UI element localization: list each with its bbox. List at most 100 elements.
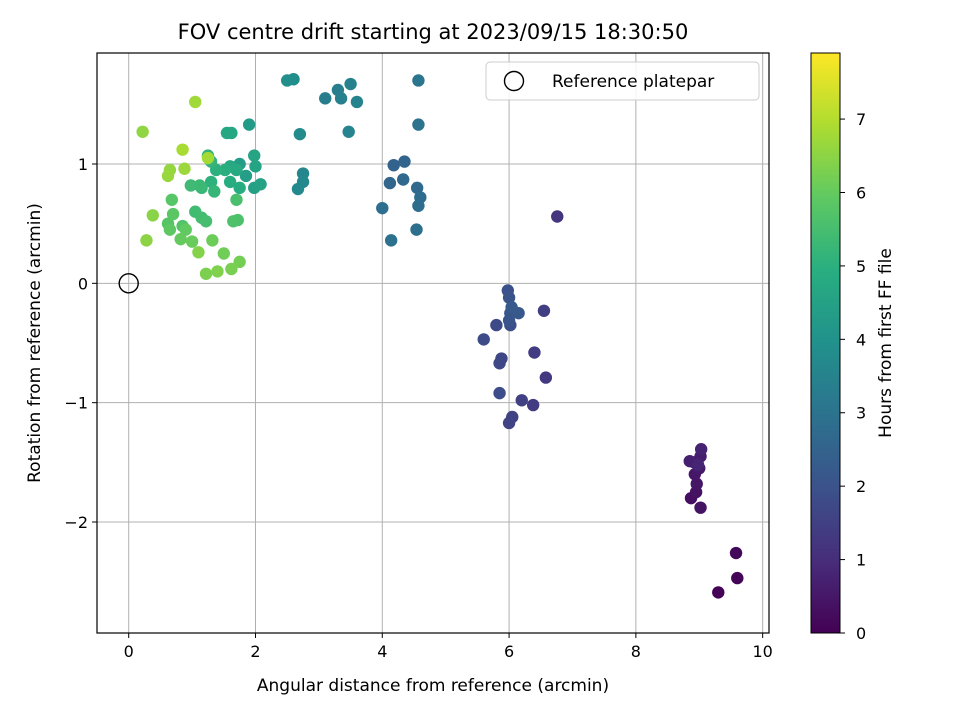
data-point xyxy=(376,201,389,215)
data-point xyxy=(690,477,703,491)
data-point xyxy=(248,149,261,162)
data-point xyxy=(537,304,551,317)
data-point xyxy=(291,182,305,196)
data-point xyxy=(344,77,357,91)
data-point xyxy=(206,234,219,247)
data-point xyxy=(208,185,221,198)
data-point xyxy=(731,571,744,585)
data-points xyxy=(118,73,744,599)
data-point xyxy=(201,151,215,165)
data-point xyxy=(493,357,506,370)
x-axis-label: Angular distance from reference (arcmin) xyxy=(257,676,609,696)
data-point xyxy=(397,173,410,186)
colorbar-tick-label: 6 xyxy=(856,183,866,202)
data-point xyxy=(729,546,743,560)
colorbar-tick-label: 2 xyxy=(856,477,866,496)
data-point xyxy=(204,175,218,189)
x-tick-label: 6 xyxy=(504,642,514,661)
data-point xyxy=(342,125,355,138)
colorbar-tick-label: 3 xyxy=(856,404,866,423)
legend-marker xyxy=(503,70,525,92)
data-point xyxy=(410,223,423,236)
data-point xyxy=(551,210,564,223)
data-point xyxy=(189,95,202,109)
data-point xyxy=(239,169,253,183)
data-point xyxy=(211,265,224,278)
data-point xyxy=(146,209,159,222)
x-tick-label: 4 xyxy=(377,642,387,661)
y-tick-label: 0 xyxy=(78,274,88,293)
data-point xyxy=(387,158,400,172)
data-point xyxy=(477,333,490,346)
data-point xyxy=(220,126,234,140)
data-point xyxy=(712,586,725,599)
colorbar-ticks: 0 1 2 3 4 5 6 7 xyxy=(840,110,866,643)
data-point xyxy=(193,179,206,192)
data-point xyxy=(166,207,180,221)
data-point xyxy=(136,125,149,138)
y-tick-label: 1 xyxy=(78,155,88,174)
data-point xyxy=(412,199,425,212)
data-point xyxy=(350,95,364,109)
data-point xyxy=(539,371,553,384)
data-point xyxy=(179,223,192,236)
data-point xyxy=(163,223,177,236)
data-point xyxy=(694,501,707,514)
data-point xyxy=(140,234,153,247)
colorbar-tick-label: 0 xyxy=(856,624,866,643)
data-point xyxy=(192,246,205,259)
data-point xyxy=(230,193,243,206)
colorbar-tick-label: 1 xyxy=(856,551,866,570)
data-point xyxy=(223,175,237,189)
data-point xyxy=(398,155,411,168)
y-tick-label: −2 xyxy=(64,513,88,532)
colorbar-tick-label: 5 xyxy=(856,257,866,276)
data-point xyxy=(334,92,348,105)
data-point xyxy=(217,247,230,260)
data-point xyxy=(199,215,213,228)
x-tick-label: 8 xyxy=(631,642,641,661)
data-point xyxy=(502,291,516,304)
x-tick-label: 2 xyxy=(250,642,260,661)
colorbar-tick-label: 4 xyxy=(856,330,866,349)
x-tick-label: 0 xyxy=(124,642,134,661)
colorbar-tick-label: 7 xyxy=(856,110,866,129)
data-point xyxy=(227,215,240,228)
data-point xyxy=(233,255,246,269)
data-point xyxy=(383,176,397,190)
data-point xyxy=(410,181,424,195)
data-point xyxy=(691,458,705,471)
data-point xyxy=(242,118,256,131)
data-point xyxy=(528,346,541,359)
data-point xyxy=(161,169,175,183)
data-point xyxy=(233,181,246,195)
data-point xyxy=(199,267,213,280)
data-point xyxy=(218,163,232,177)
x-axis-ticks: 0 2 4 6 8 10 xyxy=(124,633,773,661)
data-point xyxy=(293,127,307,141)
data-point xyxy=(505,300,518,314)
data-point xyxy=(178,162,191,175)
data-point xyxy=(384,234,398,247)
colorbar-label: Hours from first FF file xyxy=(876,248,896,438)
data-point xyxy=(230,163,243,177)
data-point xyxy=(515,394,528,407)
data-point xyxy=(319,92,332,105)
data-point xyxy=(184,179,198,192)
x-tick-label: 10 xyxy=(752,642,772,661)
grid-lines xyxy=(97,53,769,633)
data-point xyxy=(694,443,708,456)
data-point xyxy=(502,416,516,430)
data-point xyxy=(225,262,238,276)
data-point xyxy=(249,160,262,173)
data-point xyxy=(493,386,506,400)
data-point xyxy=(490,318,503,332)
data-point xyxy=(254,178,267,191)
data-point xyxy=(280,74,294,87)
chart-title: FOV centre drift starting at 2023/09/15 … xyxy=(178,20,689,44)
plot-frame xyxy=(96,52,770,634)
legend-box xyxy=(485,61,760,101)
legend: Reference platepar xyxy=(485,61,760,101)
data-point xyxy=(526,398,540,412)
